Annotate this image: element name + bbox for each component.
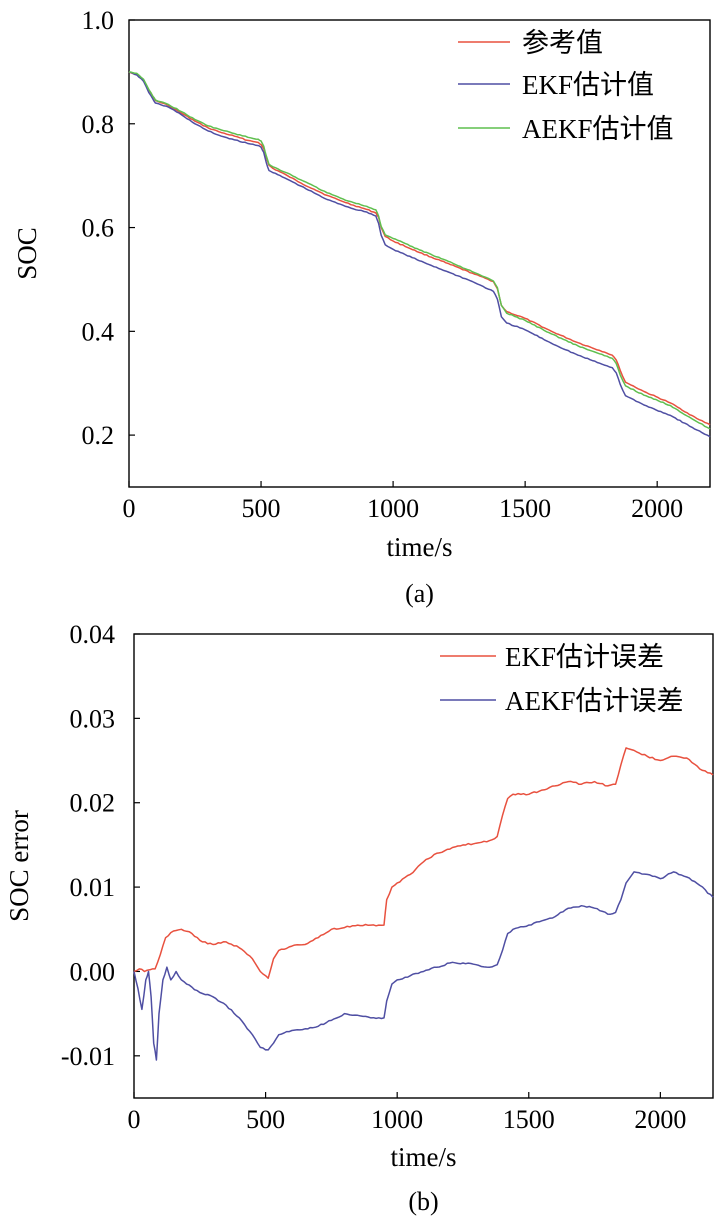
chart-panel-b: -0.01 0.00 0.01 0.02 0.03 0.04 0 500 1000 1500 200… [4,620,714,1216]
y-tick-label: 0.2 [82,421,115,450]
x-tick-label: 500 [246,1105,285,1134]
x-tick-label: 1500 [503,1105,555,1134]
y-tick-label: 0.04 [70,620,116,649]
legend-label-1: EKF估计误差 [505,642,664,672]
y-tick-label: 0.01 [70,873,116,902]
legend-label-2: AEKF估计误差 [505,686,684,716]
panel-caption: (b) [408,1187,438,1216]
y-tick-label: 0.03 [70,704,116,733]
x-tick-label: 2000 [631,494,683,523]
legend-label-3: AEKF估计值 [522,114,674,144]
y-tick-label: -0.01 [61,1042,115,1071]
y-tick-label: 0.00 [70,957,116,986]
x-axis-label: time/s [387,532,453,562]
y-tick-label: 0.4 [82,317,115,346]
series-line-1 [128,71,711,426]
y-axis-label: SOC [12,227,42,280]
y-tick-label: 0.6 [82,214,115,243]
x-tick-label: 0 [128,1105,141,1134]
y-tick-label: 0.8 [82,110,115,139]
x-tick-label: 0 [123,494,136,523]
x-tick-label: 1000 [371,1105,423,1134]
x-tick-label: 2000 [634,1105,686,1134]
series-line-1 [133,747,714,979]
plot-frame [133,633,714,1099]
x-tick-label: 500 [242,494,281,523]
panel-caption: (a) [405,579,434,608]
legend-label-2: EKF估计值 [522,70,654,100]
series-line-2 [128,71,711,438]
x-tick-label: 1000 [367,494,419,523]
y-tick-label: 0.02 [70,789,116,818]
y-tick-label: 1.0 [82,6,115,35]
y-axis-label: SOC error [4,810,34,922]
plot-frame [128,19,711,488]
legend-label-1: 参考值 [522,28,603,58]
x-tick-label: 1500 [499,494,551,523]
chart-panel-a: 0.2 0.4 0.6 0.8 1.0 0 500 1000 1500 2000 time/s SOC… [12,6,711,608]
series-line-2 [133,871,714,1061]
series-line-3 [128,71,711,430]
x-axis-label: time/s [391,1142,457,1172]
